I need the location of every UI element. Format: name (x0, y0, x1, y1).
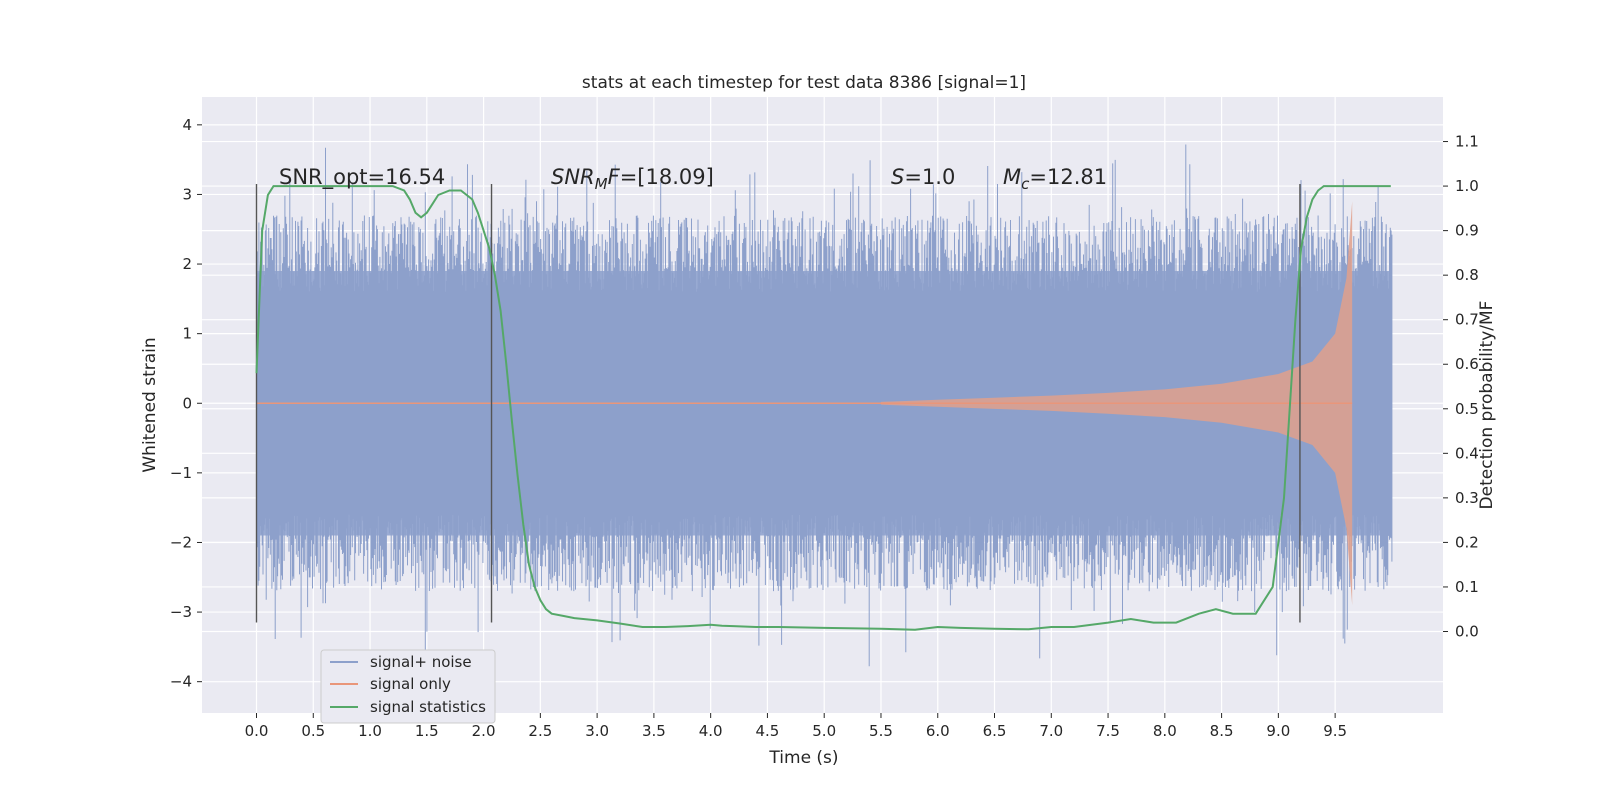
y2-ticks: 0.0 0.1 0.2 0.3 0.4 0.5 0.6 0.7 0.8 0.9 1.0 1.1 (1443, 133, 1479, 640)
y2-tick-label: 0.0 (1455, 622, 1479, 640)
y2-tick-label: 0.9 (1455, 222, 1479, 240)
chart-title: stats at each timestep for test data 838… (582, 73, 1026, 93)
y2-tick-label: 0.1 (1455, 578, 1479, 596)
y-tick-label: −2 (170, 533, 192, 551)
legend-label-noise: signal+ noise (370, 653, 472, 671)
mc-annotation: Mc=12.81 (1003, 165, 1107, 193)
x-ticks: 0.0 0.5 1.0 1.5 2.0 2.5 3.0 3.5 4.0 4.5 5.0 5.5 6.0 6… (245, 713, 1347, 740)
y2-axis-label: Detection probability/MF (1477, 301, 1497, 510)
y-axis-label: Whitened strain (140, 337, 160, 472)
snr-opt-annotation: SNR_opt=16.54 (279, 165, 445, 190)
x-tick-label: 4.0 (699, 722, 723, 740)
x-tick-label: 8.0 (1153, 722, 1177, 740)
snr-mf-annotation: SNRMF=[18.09] (551, 165, 714, 193)
legend-label-signal: signal only (370, 675, 451, 693)
legend: signal+ noise signal only signal statist… (320, 649, 496, 724)
s-annotation: S=1.0 (891, 165, 955, 189)
x-tick-label: 6.5 (983, 722, 1007, 740)
x-tick-label: 1.5 (415, 722, 439, 740)
x-tick-label: 3.5 (642, 722, 666, 740)
y2-tick-label: 0.5 (1455, 400, 1479, 418)
y-tick-label: −4 (170, 673, 192, 691)
y-tick-label: 4 (182, 116, 192, 134)
y2-tick-label: 1.0 (1455, 177, 1479, 195)
y2-tick-label: 0.3 (1455, 489, 1479, 507)
y-tick-label: 2 (182, 255, 192, 273)
x-tick-label: 8.5 (1210, 722, 1234, 740)
x-tick-label: 0.0 (245, 722, 269, 740)
signal-statistics-line (255, 185, 1391, 631)
x-tick-label: 7.5 (1096, 722, 1120, 740)
legend-label-stats: signal statistics (370, 698, 486, 716)
y-tick-label: −3 (170, 603, 192, 621)
x-tick-label: 6.0 (926, 722, 950, 740)
x-tick-label: 7.0 (1039, 722, 1063, 740)
y2-tick-label: 0.4 (1455, 444, 1479, 462)
y2-tick-label: 0.2 (1455, 533, 1479, 551)
x-tick-label: 2.5 (528, 722, 552, 740)
legend-box (320, 649, 496, 724)
x-axis-label: Time (s) (768, 748, 838, 768)
x-tick-label: 9.0 (1266, 722, 1290, 740)
y-ticks: −4 −3 −2 −1 0 1 2 3 4 (170, 116, 202, 691)
y-tick-label: 1 (182, 325, 192, 343)
y-tick-label: 0 (182, 394, 192, 412)
y-tick-label: −1 (170, 464, 192, 482)
x-tick-label: 4.5 (756, 722, 780, 740)
x-tick-label: 3.0 (585, 722, 609, 740)
y-tick-label: 3 (182, 185, 192, 203)
x-tick-label: 2.0 (472, 722, 496, 740)
x-tick-label: 9.5 (1323, 722, 1347, 740)
x-tick-label: 5.0 (812, 722, 836, 740)
y2-tick-label: 0.8 (1455, 266, 1479, 284)
y2-tick-label: 1.1 (1455, 133, 1479, 151)
signal-only-series (256, 201, 1353, 606)
x-tick-label: 0.5 (301, 722, 325, 740)
x-tick-label: 1.0 (358, 722, 382, 740)
y2-tick-label: 0.6 (1455, 355, 1479, 373)
x-tick-label: 5.5 (869, 722, 893, 740)
y2-tick-label: 0.7 (1455, 311, 1479, 329)
